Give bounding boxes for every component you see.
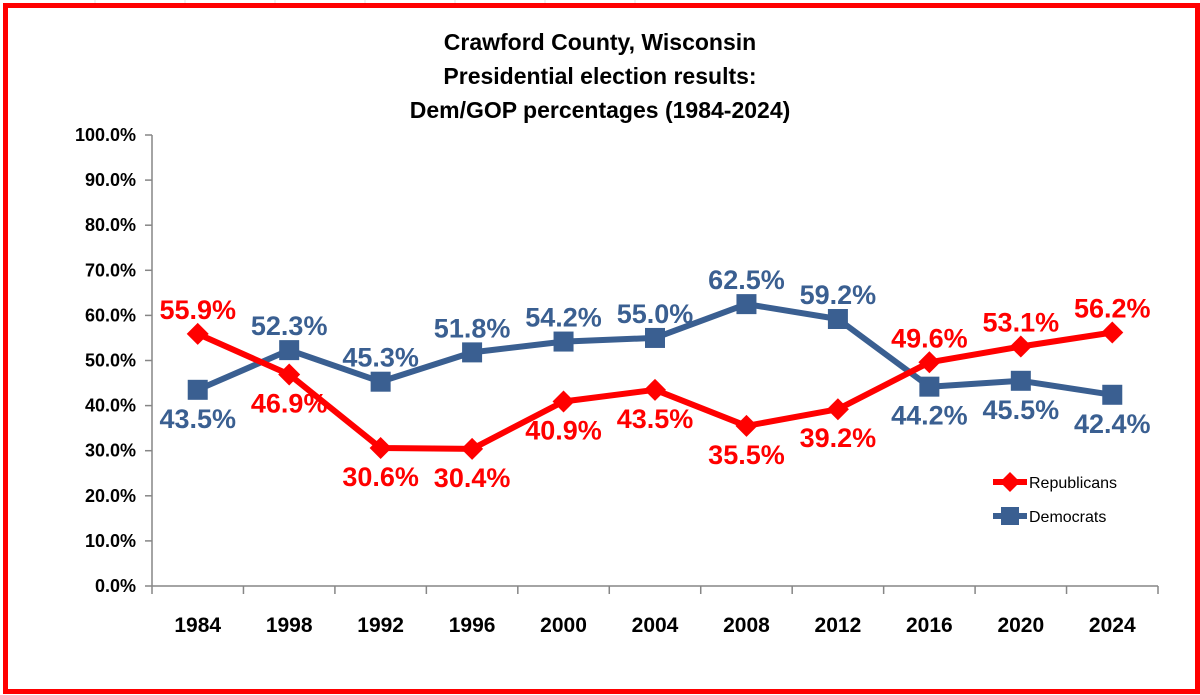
x-tick-label: 1992 (357, 614, 404, 637)
republicans-data-label: 55.9% (159, 295, 236, 325)
democrats-marker (370, 371, 391, 392)
x-tick-label: 1996 (449, 614, 496, 637)
chart-title-line-1: Crawford County, Wisconsin (443, 29, 757, 55)
y-tick-label: 70.0% (85, 260, 136, 280)
republicans-data-label: 30.6% (342, 462, 419, 492)
legend-marker-democrats (1001, 507, 1019, 525)
democrats-data-label: 42.4% (1074, 409, 1151, 439)
republicans-data-label: 56.2% (1074, 294, 1151, 324)
republicans-marker (369, 436, 392, 459)
republicans-marker (552, 390, 575, 413)
x-tick-label: 2024 (1089, 614, 1136, 637)
democrats-marker (279, 340, 300, 361)
x-tick-label: 2020 (997, 614, 1044, 637)
x-tick-label: 2008 (723, 614, 770, 637)
republicans-data-label: 30.4% (434, 463, 511, 493)
democrats-marker (187, 379, 208, 400)
democrats-marker (919, 376, 940, 397)
democrats-data-label: 44.2% (891, 401, 968, 431)
democrats-data-label: 54.2% (525, 303, 602, 333)
republicans-data-label: 49.6% (891, 323, 968, 353)
chart-title-line-3: Dem/GOP percentages (1984-2024) (409, 97, 791, 123)
x-tick-label: 1984 (174, 614, 221, 637)
republicans-marker (1009, 335, 1032, 358)
democrats-data-label: 45.5% (983, 395, 1060, 425)
y-tick-label: 40.0% (85, 396, 136, 416)
y-tick-label: 100.0% (75, 125, 136, 145)
y-tick-label: 90.0% (85, 170, 136, 190)
x-tick-label: 2000 (540, 614, 587, 637)
x-tick-label: 2016 (906, 614, 953, 637)
democrats-data-label: 51.8% (434, 313, 511, 343)
republicans-marker (461, 437, 484, 460)
democrats-data-label: 62.5% (708, 265, 785, 295)
republicans-data-label: 39.2% (800, 423, 877, 453)
democrats-marker (827, 309, 848, 330)
chart-legend: Republicans Democrats (993, 472, 1117, 526)
republicans-data-label: 43.5% (617, 404, 694, 434)
republicans-data-label: 35.5% (708, 440, 785, 470)
democrats-data-label: 55.0% (617, 299, 694, 329)
democrats-marker (736, 294, 757, 315)
republicans-marker (826, 398, 849, 421)
legend-label-republicans: Republicans (1029, 475, 1117, 492)
democrats-marker (462, 342, 483, 363)
chart-title-line-2: Presidential election results: (443, 63, 757, 89)
republicans-marker (1101, 321, 1124, 344)
democrats-data-label: 52.3% (251, 311, 328, 341)
republicans-data-label: 53.1% (983, 308, 1060, 338)
democrats-marker (553, 331, 574, 352)
democrats-marker (1102, 384, 1123, 405)
republicans-marker (644, 378, 666, 401)
republicans-data-label: 46.9% (251, 388, 328, 418)
y-tick-label: 80.0% (85, 215, 136, 235)
y-tick-label: 20.0% (85, 486, 136, 506)
x-tick-label: 2004 (632, 614, 679, 637)
democrats-marker (645, 327, 665, 348)
y-tick-label: 60.0% (85, 305, 136, 325)
democrats-marker (1010, 370, 1031, 391)
chart-title: Crawford County, Wisconsin Presidential … (0, 25, 1200, 127)
x-tick-label: 1998 (266, 614, 313, 637)
democrats-data-label: 43.5% (159, 404, 236, 434)
chart-axes: 0.0% 10.0% 20.0% 30.0% 40.0% 50.0% 60.0% 70.0% 8… (75, 125, 1159, 637)
chart-data-labels: 55.9% 46.9% 30.6% 30.4% 40.9% 43.5% 35.5% 39.2%… (159, 265, 1150, 493)
republicans-data-label: 40.9% (525, 416, 602, 446)
x-tick-label: 2012 (815, 614, 862, 637)
democrats-data-label: 45.3% (342, 343, 419, 373)
y-tick-label: 10.0% (85, 531, 136, 551)
republicans-marker (735, 414, 758, 437)
republicans-marker (278, 363, 301, 386)
republicans-marker (186, 322, 209, 345)
republicans-marker (918, 351, 941, 374)
legend-label-democrats: Democrats (1029, 509, 1106, 526)
y-tick-label: 50.0% (85, 351, 136, 371)
legend-marker-republicans (1000, 472, 1020, 492)
y-tick-label: 30.0% (85, 441, 136, 461)
y-tick-label: 0.0% (95, 576, 136, 596)
democrats-data-label: 59.2% (800, 280, 877, 310)
chart-series-markers (186, 294, 1124, 460)
